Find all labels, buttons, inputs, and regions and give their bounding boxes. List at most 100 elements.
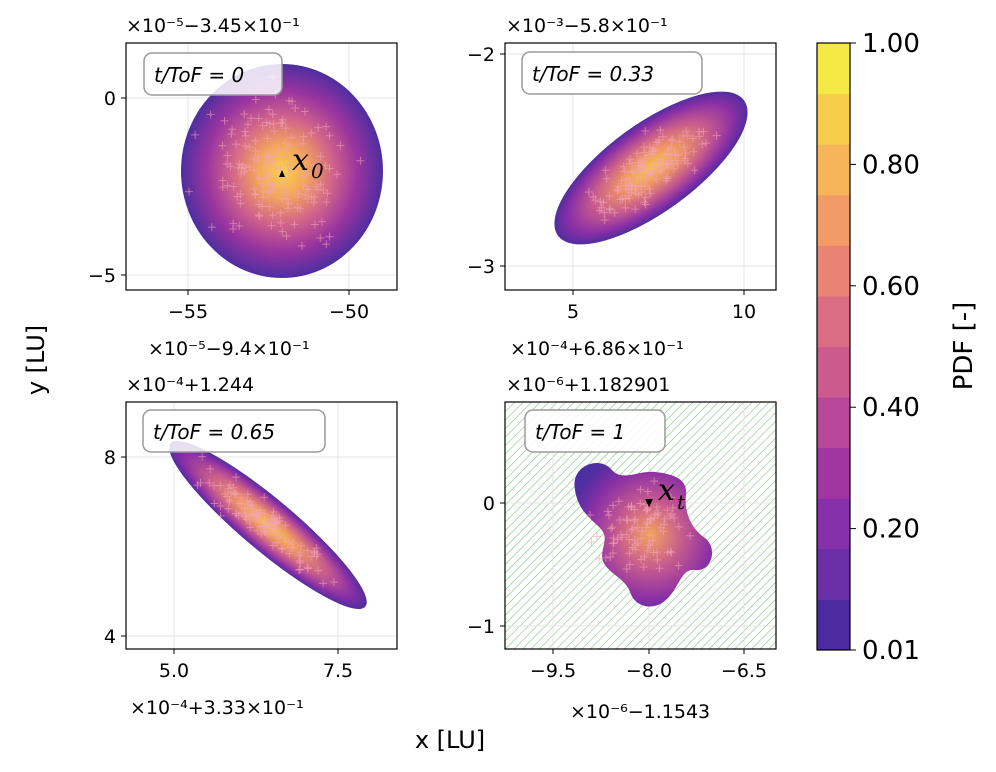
sample-marker xyxy=(688,134,697,143)
sample-marker xyxy=(285,155,294,164)
sample-marker xyxy=(262,526,271,535)
sample-marker xyxy=(649,548,658,557)
sample-marker xyxy=(296,558,305,567)
sample-marker xyxy=(630,505,639,514)
sample-marker xyxy=(272,165,281,174)
sample-marker xyxy=(255,212,264,221)
sample-marker xyxy=(261,158,270,167)
badge-bottom-left: t/ToF = 0.65 xyxy=(142,409,326,453)
y-tick-label: −2 xyxy=(467,44,495,66)
sample-marker xyxy=(257,530,266,539)
y-axis-label: y [LU] xyxy=(22,325,50,395)
y-tick-label: 4 xyxy=(104,626,116,648)
sample-marker xyxy=(245,143,254,152)
sample-marker xyxy=(680,156,689,165)
sample-marker xyxy=(229,219,238,228)
sample-marker xyxy=(310,220,319,229)
axes-frame xyxy=(125,42,398,291)
sample-marker xyxy=(592,532,601,541)
sample-marker xyxy=(258,179,267,188)
sample-marker xyxy=(220,116,229,125)
sample-marker xyxy=(597,203,606,212)
sample-marker xyxy=(658,132,667,141)
sample-marker xyxy=(253,152,262,161)
sample-marker xyxy=(323,189,332,198)
sample-marker xyxy=(191,130,200,139)
sample-marker xyxy=(237,508,246,517)
sample-marker xyxy=(606,553,615,562)
sample-marker xyxy=(642,175,651,184)
sample-marker xyxy=(322,240,331,249)
colorbar-levels xyxy=(817,43,850,651)
sample-marker xyxy=(605,192,614,201)
sample-marker xyxy=(286,166,295,175)
sample-marker xyxy=(301,190,310,199)
sample-marker xyxy=(619,162,628,171)
sample-marker xyxy=(652,175,661,184)
sample-marker xyxy=(281,537,290,546)
sample-marker xyxy=(636,499,645,508)
badge-bottom-right: t/ToF = 1 xyxy=(524,409,666,453)
sample-marker xyxy=(587,537,596,546)
sample-marker xyxy=(702,139,711,148)
sample-marker xyxy=(279,533,288,542)
sample-marker xyxy=(666,156,675,165)
sample-marker xyxy=(620,167,629,176)
sample-marker xyxy=(241,131,250,140)
sample-marker xyxy=(216,481,225,490)
sample-marker xyxy=(216,511,225,520)
sample-marker xyxy=(283,204,292,213)
sample-marker xyxy=(218,176,227,185)
badge-text: t/ToF = 0.65 xyxy=(153,420,275,444)
y-tick-label: 8 xyxy=(104,447,116,469)
x-tick-label: −6.5 xyxy=(721,660,767,682)
sample-marker xyxy=(695,127,704,136)
x-tick-label: −55 xyxy=(168,301,208,323)
sample-marker xyxy=(621,203,630,212)
sample-marker xyxy=(628,543,637,552)
badge-box xyxy=(521,51,703,95)
sample-marker xyxy=(610,208,619,217)
initial-state-label: x xyxy=(292,143,309,178)
sample-marker xyxy=(623,516,632,525)
y-offset-top-left: ×10⁻⁵−3.45×10⁻¹ xyxy=(126,15,300,37)
y-tick-label: −5 xyxy=(88,265,116,287)
sample-marker xyxy=(278,119,287,128)
sample-marker xyxy=(232,489,241,498)
target-state-subscript: t xyxy=(677,490,686,514)
sample-marker xyxy=(251,136,260,145)
sample-marker xyxy=(238,161,247,170)
sample-marker xyxy=(631,205,640,214)
sample-marker xyxy=(225,496,234,505)
sample-marker xyxy=(269,184,278,193)
sample-marker xyxy=(602,174,611,183)
sample-marker xyxy=(285,549,294,558)
sample-marker xyxy=(265,120,274,129)
sample-marker xyxy=(332,170,341,179)
sample-marker xyxy=(656,125,665,134)
sample-marker xyxy=(234,163,243,172)
colorbar-level xyxy=(817,43,850,95)
sample-marker xyxy=(674,561,683,570)
sample-marker xyxy=(639,143,648,152)
sample-marker xyxy=(271,523,280,532)
sample-marker xyxy=(267,221,276,230)
sample-marker xyxy=(206,110,215,119)
badge-top-right: t/ToF = 0.33 xyxy=(521,51,703,95)
sample-marker xyxy=(262,519,271,528)
sample-marker xyxy=(625,560,634,569)
sample-marker xyxy=(665,512,674,521)
sample-marker xyxy=(663,548,672,557)
sample-marker xyxy=(641,500,650,509)
sample-marker xyxy=(284,199,293,208)
sample-marker xyxy=(254,114,263,123)
sample-marker xyxy=(649,144,658,153)
sample-marker xyxy=(675,137,684,146)
x-tick-label: −8.0 xyxy=(626,660,672,682)
sample-marker xyxy=(280,188,289,197)
sample-marker xyxy=(639,562,648,571)
sample-marker xyxy=(314,566,323,575)
sample-marker xyxy=(630,517,639,526)
sample-marker xyxy=(655,564,664,573)
sample-marker xyxy=(628,524,637,533)
